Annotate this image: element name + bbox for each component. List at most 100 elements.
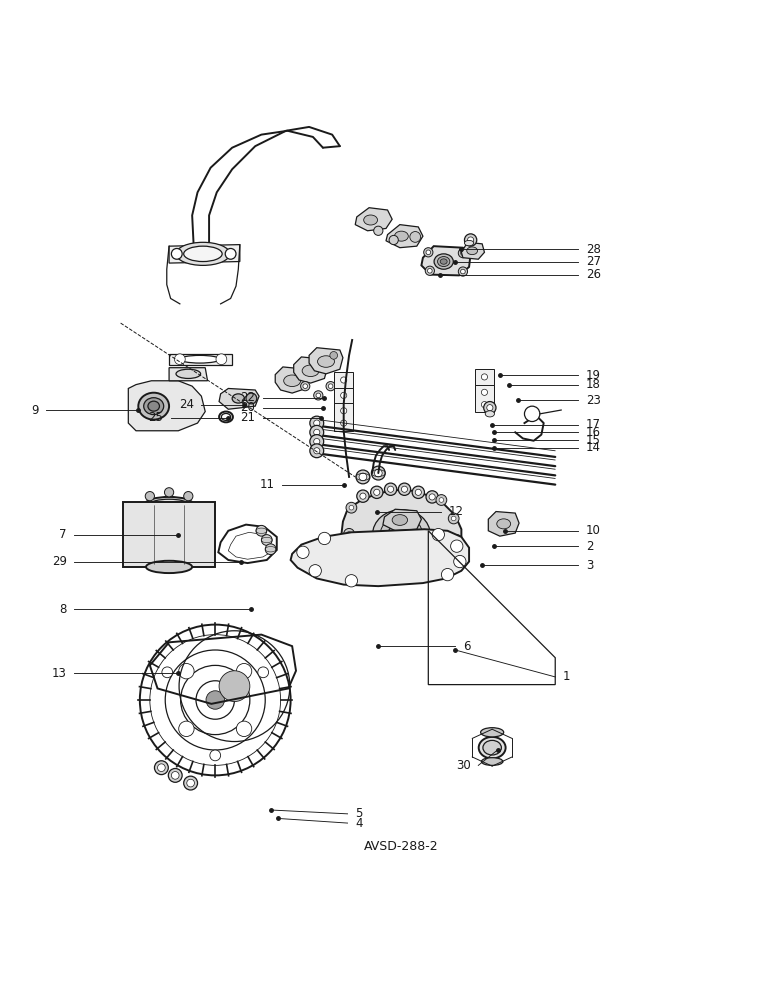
Text: 28: 28 bbox=[586, 243, 601, 256]
Circle shape bbox=[371, 466, 385, 480]
Circle shape bbox=[157, 764, 165, 772]
Text: 8: 8 bbox=[59, 603, 66, 616]
Circle shape bbox=[487, 405, 493, 411]
Circle shape bbox=[388, 573, 392, 578]
Ellipse shape bbox=[283, 375, 300, 387]
Ellipse shape bbox=[145, 497, 193, 511]
Ellipse shape bbox=[138, 393, 169, 420]
Polygon shape bbox=[276, 367, 309, 393]
Ellipse shape bbox=[388, 523, 415, 546]
Ellipse shape bbox=[479, 737, 506, 758]
Polygon shape bbox=[128, 381, 205, 431]
Circle shape bbox=[461, 251, 466, 255]
Circle shape bbox=[371, 486, 383, 498]
Circle shape bbox=[171, 248, 182, 259]
Circle shape bbox=[384, 483, 397, 495]
Circle shape bbox=[219, 671, 250, 702]
Ellipse shape bbox=[467, 247, 478, 255]
Circle shape bbox=[415, 489, 422, 495]
Circle shape bbox=[236, 663, 252, 679]
Circle shape bbox=[266, 544, 276, 555]
Ellipse shape bbox=[176, 369, 201, 378]
Circle shape bbox=[484, 402, 496, 414]
Circle shape bbox=[360, 493, 366, 499]
Ellipse shape bbox=[302, 365, 319, 377]
Text: 11: 11 bbox=[259, 478, 275, 491]
Circle shape bbox=[449, 513, 459, 524]
Circle shape bbox=[388, 486, 394, 492]
Ellipse shape bbox=[392, 515, 408, 525]
Text: 26: 26 bbox=[586, 268, 601, 281]
Circle shape bbox=[350, 552, 361, 562]
Ellipse shape bbox=[144, 398, 164, 415]
Ellipse shape bbox=[482, 758, 503, 765]
Text: 27: 27 bbox=[586, 255, 601, 268]
Circle shape bbox=[168, 768, 182, 782]
Circle shape bbox=[364, 564, 374, 575]
Circle shape bbox=[432, 568, 436, 573]
Ellipse shape bbox=[232, 394, 245, 403]
Circle shape bbox=[262, 535, 273, 545]
Circle shape bbox=[310, 444, 323, 458]
Circle shape bbox=[482, 389, 488, 395]
Circle shape bbox=[389, 235, 398, 245]
Polygon shape bbox=[489, 512, 519, 536]
Text: 18: 18 bbox=[586, 378, 601, 391]
Text: 16: 16 bbox=[586, 426, 601, 439]
Text: 6: 6 bbox=[463, 640, 470, 653]
Text: 23: 23 bbox=[586, 394, 601, 407]
Circle shape bbox=[359, 473, 367, 481]
Circle shape bbox=[428, 268, 432, 273]
Ellipse shape bbox=[434, 254, 453, 269]
Circle shape bbox=[340, 392, 347, 398]
Circle shape bbox=[164, 488, 174, 497]
Circle shape bbox=[310, 435, 323, 448]
Ellipse shape bbox=[481, 728, 503, 737]
Circle shape bbox=[410, 232, 421, 242]
Circle shape bbox=[296, 371, 303, 378]
Circle shape bbox=[187, 779, 195, 787]
Circle shape bbox=[303, 384, 307, 388]
Text: 3: 3 bbox=[586, 559, 594, 572]
Circle shape bbox=[313, 448, 320, 454]
Circle shape bbox=[206, 691, 225, 709]
Ellipse shape bbox=[496, 519, 510, 529]
Ellipse shape bbox=[184, 246, 222, 262]
Polygon shape bbox=[355, 208, 392, 231]
Text: 5: 5 bbox=[355, 807, 363, 820]
Circle shape bbox=[236, 721, 252, 737]
Text: 1: 1 bbox=[563, 670, 571, 683]
Circle shape bbox=[184, 492, 193, 501]
Circle shape bbox=[482, 402, 488, 408]
Circle shape bbox=[367, 567, 371, 572]
Circle shape bbox=[454, 555, 466, 568]
Circle shape bbox=[445, 555, 450, 560]
Text: 24: 24 bbox=[178, 398, 194, 411]
Circle shape bbox=[398, 483, 411, 495]
Text: 12: 12 bbox=[449, 505, 464, 518]
Ellipse shape bbox=[381, 516, 422, 553]
Ellipse shape bbox=[364, 215, 378, 225]
Circle shape bbox=[310, 416, 323, 430]
Polygon shape bbox=[169, 368, 208, 381]
Polygon shape bbox=[123, 502, 215, 567]
Text: 25: 25 bbox=[148, 411, 163, 424]
Ellipse shape bbox=[438, 257, 450, 267]
Circle shape bbox=[340, 420, 347, 426]
Text: 10: 10 bbox=[586, 524, 601, 537]
Circle shape bbox=[318, 532, 330, 545]
Ellipse shape bbox=[317, 356, 334, 367]
Ellipse shape bbox=[148, 401, 160, 411]
Circle shape bbox=[225, 248, 236, 259]
Circle shape bbox=[216, 354, 227, 365]
Circle shape bbox=[412, 486, 425, 498]
Polygon shape bbox=[169, 354, 232, 365]
Circle shape bbox=[309, 565, 321, 577]
Text: 13: 13 bbox=[52, 667, 66, 680]
Polygon shape bbox=[341, 490, 462, 578]
Circle shape bbox=[184, 776, 198, 790]
Circle shape bbox=[482, 374, 488, 380]
Circle shape bbox=[154, 761, 168, 775]
Ellipse shape bbox=[465, 240, 474, 246]
Ellipse shape bbox=[151, 499, 188, 508]
